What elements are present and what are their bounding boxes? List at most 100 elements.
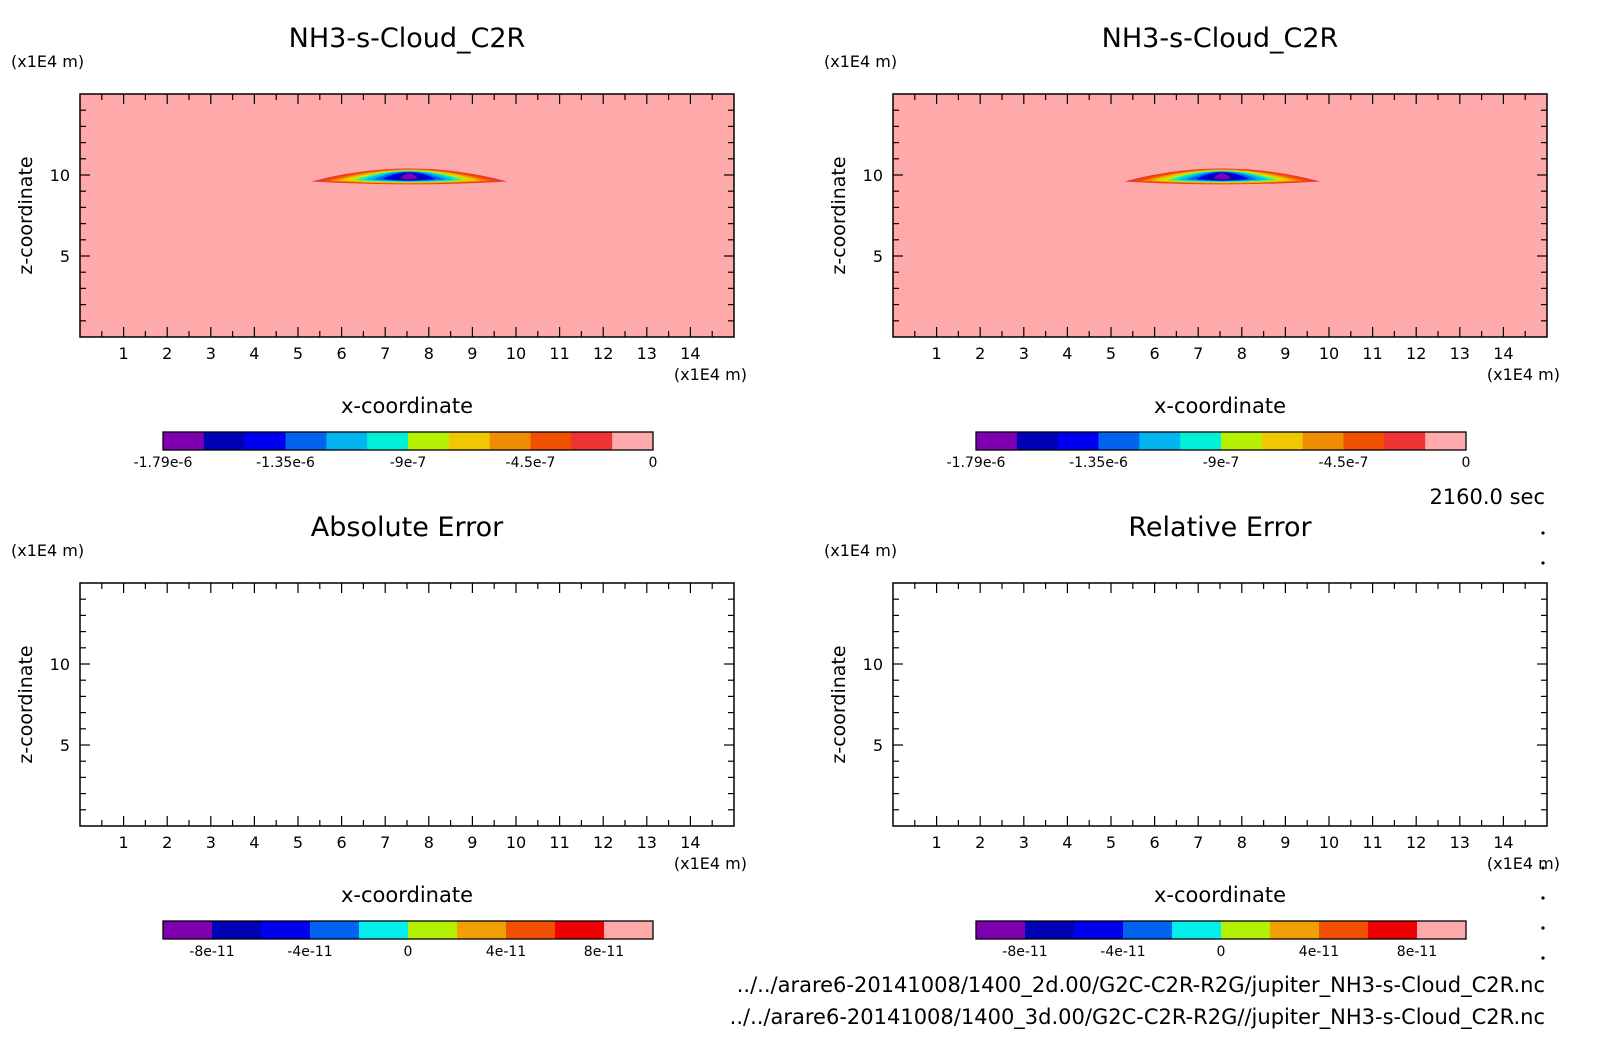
colorbar-label: -4e-11 xyxy=(1100,944,1145,960)
colorbar-label: 0 xyxy=(649,455,658,471)
colorbar-segment xyxy=(1384,432,1426,450)
colorbar-label: -1.79e-6 xyxy=(947,455,1006,471)
x-tick-label: 8 xyxy=(424,344,434,363)
colorbar-segment xyxy=(1417,921,1467,939)
colorbar-label: -1.35e-6 xyxy=(256,455,315,471)
x-tick-label: 3 xyxy=(1019,833,1029,852)
colorbar-label: -9e-7 xyxy=(390,455,427,471)
x-tick-label: 12 xyxy=(593,833,613,852)
colorbar-segment xyxy=(1270,921,1320,939)
colorbar-segment xyxy=(530,432,572,450)
x-tick-label: 5 xyxy=(1106,833,1116,852)
x-tick-label: 12 xyxy=(1406,344,1426,363)
x-tick-label: 9 xyxy=(467,833,477,852)
dot-marker xyxy=(1541,956,1545,960)
plot-area xyxy=(893,583,1547,826)
colorbar-segment xyxy=(163,921,213,939)
dot-marker xyxy=(1541,896,1545,900)
x-tick-label: 11 xyxy=(549,344,569,363)
x-unit-label: (x1E4 m) xyxy=(674,365,747,384)
y-axis-label: z-coordinate xyxy=(828,156,850,274)
x-tick-label: 7 xyxy=(1193,833,1203,852)
colorbar-segment xyxy=(163,432,205,450)
x-tick-label: 7 xyxy=(380,833,390,852)
x-tick-label: 13 xyxy=(1450,833,1470,852)
colorbar-segment xyxy=(489,432,531,450)
x-tick-label: 5 xyxy=(293,344,303,363)
x-tick-label: 14 xyxy=(1493,833,1513,852)
y-tick-label: 5 xyxy=(60,247,70,266)
file-path-2: ../../arare6-20141008/1400_3d.00/G2C-C2R… xyxy=(730,1005,1545,1030)
colorbar-segment xyxy=(1098,432,1140,450)
x-tick-label: 7 xyxy=(1193,344,1203,363)
chart-title: Absolute Error xyxy=(311,512,504,543)
x-tick-label: 14 xyxy=(680,344,700,363)
colorbar-segment xyxy=(1319,921,1369,939)
cloud-feature xyxy=(311,168,508,185)
x-tick-label: 11 xyxy=(1362,833,1382,852)
colorbar-label: -4.5e-7 xyxy=(506,455,556,471)
colorbar-label: 8e-11 xyxy=(584,944,624,960)
colorbar-segment xyxy=(448,432,491,450)
colorbar-segment xyxy=(1025,921,1075,939)
dot-marker xyxy=(1541,561,1545,565)
x-tick-label: 7 xyxy=(380,344,390,363)
colorbar-segment xyxy=(1180,432,1222,450)
x-tick-label: 8 xyxy=(1237,833,1247,852)
colorbar-segment xyxy=(261,921,311,939)
x-tick-label: 13 xyxy=(1450,344,1470,363)
time-label: 2160.0 sec xyxy=(1429,485,1545,509)
colorbar: -1.79e-6 -1.35e-6 -9e-7 -4.5e-7 0 xyxy=(947,431,1471,471)
y-axis-label: z-coordinate xyxy=(15,645,37,763)
colorbar-label: -4.5e-7 xyxy=(1319,455,1369,471)
x-tick-label: 10 xyxy=(1319,833,1339,852)
x-axis-label: x-coordinate xyxy=(341,394,473,418)
y-unit-label: (x1E4 m) xyxy=(11,52,84,71)
x-tick-label: 1 xyxy=(119,344,129,363)
colorbar-label: -1.79e-6 xyxy=(134,455,193,471)
y-tick-label: 10 xyxy=(863,655,883,674)
colorbar-label: -1.35e-6 xyxy=(1069,455,1128,471)
x-axis-label: x-coordinate xyxy=(341,883,473,907)
colorbar-segment xyxy=(212,921,262,939)
x-tick-label: 1 xyxy=(119,833,129,852)
chart-title: Relative Error xyxy=(1128,512,1312,543)
chart-title: NH3-s-Cloud_C2R xyxy=(1102,23,1339,54)
x-tick-label: 4 xyxy=(249,833,259,852)
colorbar-segment xyxy=(203,432,246,450)
y-axis-label: z-coordinate xyxy=(828,645,850,763)
colorbar-label: 4e-11 xyxy=(1299,944,1339,960)
colorbar-label: -9e-7 xyxy=(1203,455,1240,471)
colorbar-segment xyxy=(408,432,450,450)
chart-panel-3: Absolute Error(x1E4 m)(x1E4 m)1 2 3 4 5 6 7 8 9 1… xyxy=(11,512,747,960)
plot-area xyxy=(893,94,1547,337)
x-tick-label: 2 xyxy=(975,344,985,363)
colorbar: -1.79e-6 -1.35e-6 -9e-7 -4.5e-7 0 xyxy=(134,431,658,471)
x-tick-label: 2 xyxy=(162,833,172,852)
x-tick-label: 9 xyxy=(467,344,477,363)
y-unit-label: (x1E4 m) xyxy=(824,541,897,560)
colorbar-segment xyxy=(1123,921,1173,939)
contour-level-1 xyxy=(400,173,419,180)
colorbar-label: -8e-11 xyxy=(1002,944,1047,960)
colorbar-segment xyxy=(1016,432,1059,450)
colorbar-segment xyxy=(244,432,286,450)
colorbar-frame xyxy=(162,431,654,451)
colorbar-label: 0 xyxy=(404,944,413,960)
colorbar-segment xyxy=(359,921,409,939)
x-tick-label: 9 xyxy=(1280,344,1290,363)
colorbar-segment xyxy=(367,432,409,450)
colorbar-segment xyxy=(310,921,360,939)
x-unit-label: (x1E4 m) xyxy=(1487,365,1560,384)
colorbar-segment xyxy=(1221,921,1271,939)
dot-marker xyxy=(1541,531,1545,535)
y-tick-label: 10 xyxy=(50,166,70,185)
x-tick-label: 9 xyxy=(1280,833,1290,852)
x-tick-label: 4 xyxy=(249,344,259,363)
x-tick-label: 10 xyxy=(506,344,526,363)
colorbar-label: 0 xyxy=(1462,455,1471,471)
y-unit-label: (x1E4 m) xyxy=(824,52,897,71)
y-tick-label: 10 xyxy=(50,655,70,674)
colorbar-segment xyxy=(408,921,458,939)
